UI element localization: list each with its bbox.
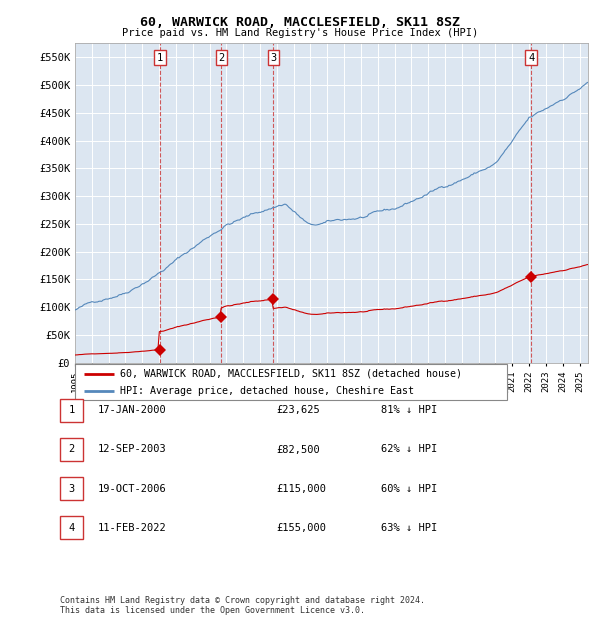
- Text: 60% ↓ HPI: 60% ↓ HPI: [381, 484, 437, 494]
- Text: 3: 3: [271, 53, 277, 63]
- Text: 63% ↓ HPI: 63% ↓ HPI: [381, 523, 437, 533]
- Text: £23,625: £23,625: [276, 405, 320, 415]
- Text: 11-FEB-2022: 11-FEB-2022: [98, 523, 167, 533]
- Text: 4: 4: [528, 53, 534, 63]
- Text: 81% ↓ HPI: 81% ↓ HPI: [381, 405, 437, 415]
- Text: Contains HM Land Registry data © Crown copyright and database right 2024.
This d: Contains HM Land Registry data © Crown c…: [60, 596, 425, 615]
- Text: 60, WARWICK ROAD, MACCLESFIELD, SK11 8SZ: 60, WARWICK ROAD, MACCLESFIELD, SK11 8SZ: [140, 16, 460, 29]
- Text: £115,000: £115,000: [276, 484, 326, 494]
- Text: 12-SEP-2003: 12-SEP-2003: [98, 445, 167, 454]
- Text: 1: 1: [157, 53, 163, 63]
- Text: 4: 4: [68, 523, 74, 533]
- Text: 2: 2: [218, 53, 224, 63]
- Text: HPI: Average price, detached house, Cheshire East: HPI: Average price, detached house, Ches…: [121, 386, 415, 396]
- Text: 1: 1: [68, 405, 74, 415]
- Text: 2: 2: [68, 445, 74, 454]
- Text: £155,000: £155,000: [276, 523, 326, 533]
- Text: 60, WARWICK ROAD, MACCLESFIELD, SK11 8SZ (detached house): 60, WARWICK ROAD, MACCLESFIELD, SK11 8SZ…: [121, 369, 463, 379]
- FancyBboxPatch shape: [75, 364, 507, 400]
- Text: £82,500: £82,500: [276, 445, 320, 454]
- Text: 19-OCT-2006: 19-OCT-2006: [98, 484, 167, 494]
- Text: 62% ↓ HPI: 62% ↓ HPI: [381, 445, 437, 454]
- Text: Price paid vs. HM Land Registry's House Price Index (HPI): Price paid vs. HM Land Registry's House …: [122, 28, 478, 38]
- Text: 3: 3: [68, 484, 74, 494]
- Text: 17-JAN-2000: 17-JAN-2000: [98, 405, 167, 415]
